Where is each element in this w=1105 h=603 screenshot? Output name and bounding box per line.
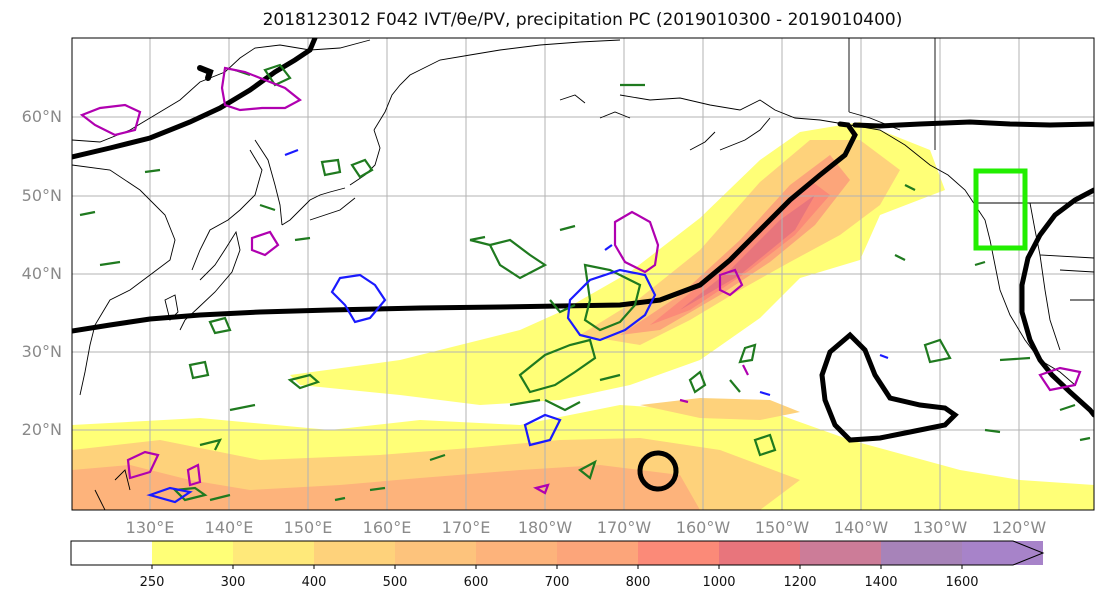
lon-label-150e: 150°E [283, 518, 333, 537]
colorbar-segment [314, 541, 395, 565]
colorbar-extend-arrow [962, 541, 1043, 565]
colorbar-segment [71, 541, 152, 565]
colorbar-segment [395, 541, 476, 565]
lon-label-170w: 170°W [596, 518, 652, 537]
magenta-contours [79, 66, 1082, 495]
colorbar-tick: 500 [382, 575, 408, 590]
colorbar-tick: 1400 [864, 575, 898, 590]
colorbar-tick: 600 [463, 575, 489, 590]
lon-label-160e: 160°E [362, 518, 412, 537]
colorbar-tick: 1000 [702, 575, 736, 590]
lon-label-180w: 180°W [517, 518, 573, 537]
colorbar-tick: 300 [220, 575, 246, 590]
lat-label-50n: 50°N [21, 186, 62, 205]
lat-label-30n: 30°N [21, 342, 62, 361]
map-frame [71, 37, 1095, 511]
colorbar-tick: 800 [625, 575, 651, 590]
colorbar-tick: 1600 [945, 575, 979, 590]
colorbar-tick: 1200 [783, 575, 817, 590]
lon-label-140e: 140°E [204, 518, 254, 537]
coastlines [72, 38, 1094, 510]
colorbar-segment [152, 541, 233, 565]
lat-label-40n: 40°N [21, 264, 62, 283]
lon-label-120w: 120°W [991, 518, 1047, 537]
lon-label-130e: 130°E [125, 518, 175, 537]
theta-e-contours [72, 38, 1094, 492]
lon-label-170e: 170°E [441, 518, 491, 537]
colorbar-segment [557, 541, 638, 565]
lon-label-150w: 150°W [754, 518, 810, 537]
colorbar-segment [800, 541, 881, 565]
colorbar-segment [233, 541, 314, 565]
lon-label-160w: 160°W [675, 518, 731, 537]
colorbar [70, 540, 1045, 569]
lon-label-130w: 130°W [912, 518, 968, 537]
pv-contours [79, 63, 1091, 502]
colorbar-tick: 700 [544, 575, 570, 590]
figure-title: 2018123012 F042 IVT/θe/PV, precipitation… [262, 10, 903, 30]
colorbar-segment [638, 541, 719, 565]
lat-label-20n: 20°N [21, 420, 62, 439]
ivt-shading [72, 122, 1094, 510]
highlight-box [973, 168, 1028, 251]
colorbar-outline [70, 540, 1045, 566]
lat-label-60n: 60°N [21, 107, 62, 126]
colorbar-tick: 250 [139, 575, 165, 590]
blue-contours [146, 148, 889, 504]
colorbar-segment [719, 541, 800, 565]
colorbar-tick: 400 [301, 575, 327, 590]
colorbar-segment [881, 541, 962, 565]
colorbar-segment [476, 541, 557, 565]
lon-label-140w: 140°W [833, 518, 889, 537]
